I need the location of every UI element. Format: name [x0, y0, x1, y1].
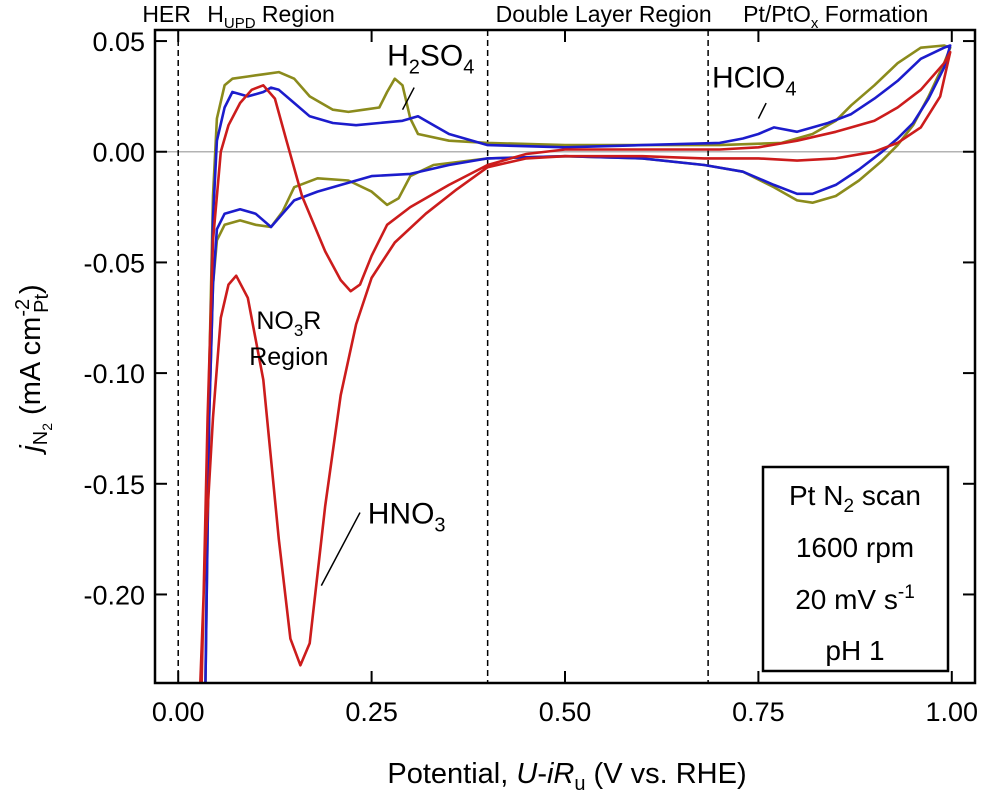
series-line-hclo4 [204, 44, 952, 683]
x-tick-label-1: 0.25 [345, 697, 398, 727]
series-label-hno3: HNO3 [368, 498, 446, 537]
y-tick-label-2: -0.05 [83, 248, 145, 278]
leader-line-hno3 [320, 512, 361, 586]
info-line-3: 20 mV s-1 [795, 582, 915, 615]
x-tick-label-4: 1.00 [926, 697, 979, 727]
region-label-her: HER [142, 1, 191, 27]
series-label-h2so4: H2SO4 [387, 39, 474, 78]
x-tick-label-3: 0.75 [732, 697, 785, 727]
annotation-no3r: NO3R [256, 307, 321, 340]
info-box: Pt N2 scan 1600 rpm 20 mV s-1 pH 1 [761, 465, 950, 673]
info-line-1: Pt N2 scan [789, 480, 921, 517]
region-label-ptox: Pt/PtOx Formation [743, 1, 928, 32]
x-tick-label-0: 0.00 [152, 697, 205, 727]
y-tick-label-3: -0.10 [83, 359, 145, 389]
axis-ticks [155, 30, 975, 683]
series-label-hclo4: HClO4 [712, 62, 796, 101]
region-label-double-layer: Double Layer Region [496, 1, 712, 27]
info-line-4: pH 1 [825, 635, 884, 666]
y-tick-label-4: -0.15 [83, 470, 145, 500]
y-tick-label-0: 0.05 [92, 27, 145, 57]
x-tick-label-2: 0.50 [539, 697, 592, 727]
y-axis-title: jN2 (mA cm-2Pt) [12, 284, 55, 455]
info-box-frame [761, 465, 950, 673]
y-tick-label-5: -0.20 [83, 580, 145, 610]
x-axis-title: Potential, U-iRu (V vs. RHE) [387, 758, 746, 795]
annotation-region: Region [249, 343, 328, 371]
text-labels: 0.00 0.25 0.50 0.75 1.00 0.05 0.00 -0.05 -0.10 -0… [83, 27, 978, 727]
region-label-hupd: HUPD Region [207, 1, 335, 32]
info-line-2: 1600 rpm [796, 532, 914, 563]
region-dividers [177, 30, 709, 683]
series-layer [199, 44, 952, 683]
series-line-hno3 [199, 50, 952, 683]
y-tick-label-1: 0.00 [92, 138, 145, 168]
leader-line-h2so4 [401, 87, 415, 111]
leader-line-hclo4 [757, 102, 767, 119]
